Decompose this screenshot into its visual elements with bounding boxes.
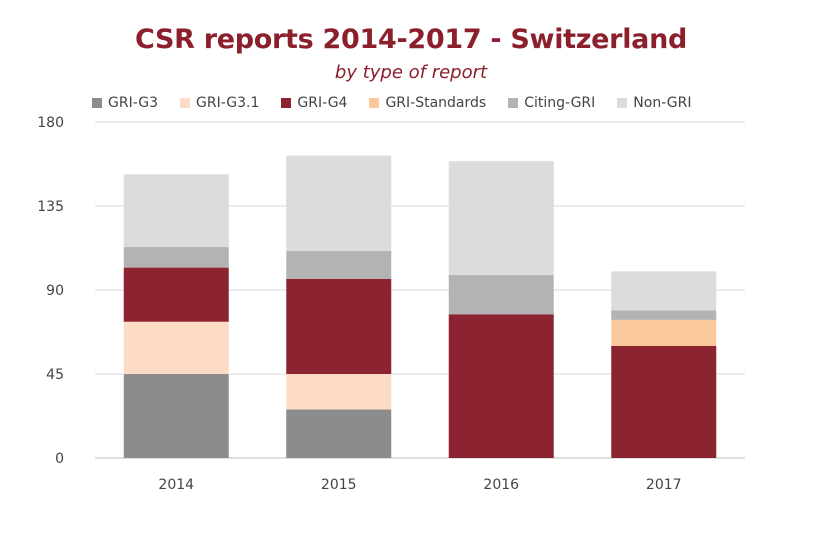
chart-legend: GRI-G3 GRI-G3.1 GRI-G4 GRI-Standards Citing-… bbox=[92, 93, 713, 113]
y-tick-label: 135 bbox=[37, 199, 64, 215]
x-axis-ticks: 2014 2015 2016 2017 bbox=[158, 477, 681, 493]
legend-swatch bbox=[617, 98, 628, 108]
legend-item: GRI-G3 bbox=[92, 95, 158, 111]
y-tick-label: 180 bbox=[37, 115, 64, 131]
legend-swatch bbox=[92, 98, 102, 108]
legend-label: Citing-GRI bbox=[524, 95, 596, 111]
legend-label: GRI-Standards bbox=[385, 95, 487, 111]
bar-segment-citing-gri-2015 bbox=[286, 250, 392, 279]
x-tick-label: 2014 bbox=[158, 477, 194, 493]
y-tick-label: 0 bbox=[55, 451, 64, 467]
x-tick-label: 2017 bbox=[646, 477, 682, 493]
x-tick-label: 2016 bbox=[483, 477, 519, 493]
bar-segment-gri-g3-1-2014 bbox=[123, 321, 229, 374]
legend-label: Non-GRI bbox=[633, 95, 692, 111]
legend-label: GRI-G3.1 bbox=[196, 95, 260, 111]
legend-item: GRI-Standards bbox=[369, 95, 486, 111]
legend-label: GRI-G3 bbox=[108, 95, 159, 111]
legend-item: Non-GRI bbox=[617, 95, 691, 111]
legend-swatch bbox=[180, 98, 191, 108]
bar-segment-non-gri-2016 bbox=[448, 161, 554, 276]
bar-segment-non-gri-2014 bbox=[123, 174, 229, 248]
y-tick-label: 90 bbox=[46, 283, 64, 299]
x-tick-label: 2015 bbox=[321, 477, 357, 493]
bar-segment-gri-g3-1-2015 bbox=[286, 374, 392, 410]
legend-swatch bbox=[508, 98, 519, 108]
bar-segment-gri-g3-2014 bbox=[123, 374, 229, 458]
y-tick-label: 45 bbox=[46, 367, 64, 383]
bar-segment-citing-gri-2016 bbox=[448, 275, 554, 315]
bar-segment-gri-g4-2017 bbox=[611, 346, 717, 458]
legend-item: GRI-G4 bbox=[281, 95, 347, 111]
bar-segment-gri-g4-2014 bbox=[123, 267, 229, 322]
bar-segment-non-gri-2015 bbox=[286, 155, 392, 251]
bar-segment-gri-g3-2015 bbox=[286, 409, 392, 458]
legend-item: Citing-GRI bbox=[508, 95, 595, 111]
bar-segment-gri-g4-2015 bbox=[286, 278, 392, 374]
bar-segment-gri-g4-2016 bbox=[448, 314, 554, 458]
chart-subtitle: by type of report bbox=[334, 62, 488, 83]
bars bbox=[123, 155, 717, 458]
bar-segment-citing-gri-2014 bbox=[123, 247, 229, 268]
y-axis-ticks: 0 45 90 135 180 bbox=[37, 115, 64, 467]
bar-segment-non-gri-2017 bbox=[611, 271, 717, 311]
chart-title: CSR reports 2014-2017 - Switzerland bbox=[134, 24, 688, 55]
bar-segment-gri-standards-2017 bbox=[611, 319, 717, 346]
legend-swatch bbox=[369, 98, 380, 108]
legend-swatch bbox=[281, 98, 292, 108]
bar-segment-citing-gri-2017 bbox=[611, 310, 717, 320]
legend-label: GRI-G4 bbox=[297, 95, 348, 111]
legend-item: GRI-G3.1 bbox=[180, 95, 259, 111]
